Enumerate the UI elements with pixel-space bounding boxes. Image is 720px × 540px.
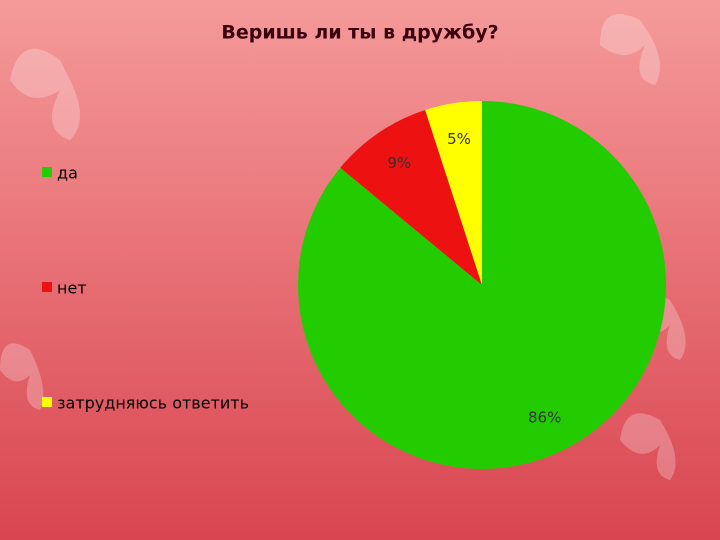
pie-slice <box>298 101 667 469</box>
legend-swatch <box>42 397 52 407</box>
pie-slice <box>425 101 482 285</box>
pie-slice <box>340 110 482 285</box>
legend-label: да <box>57 164 78 183</box>
legend-swatch <box>42 282 52 292</box>
legend-label: затрудняюсь ответить <box>57 394 249 413</box>
legend-label: нет <box>57 279 87 298</box>
data-label: 9% <box>387 154 411 172</box>
legend-swatch <box>42 167 52 177</box>
data-label: 5% <box>447 130 471 148</box>
chart-title: Веришь ли ты в дружбу? <box>221 22 498 44</box>
data-label: 86% <box>528 409 561 427</box>
